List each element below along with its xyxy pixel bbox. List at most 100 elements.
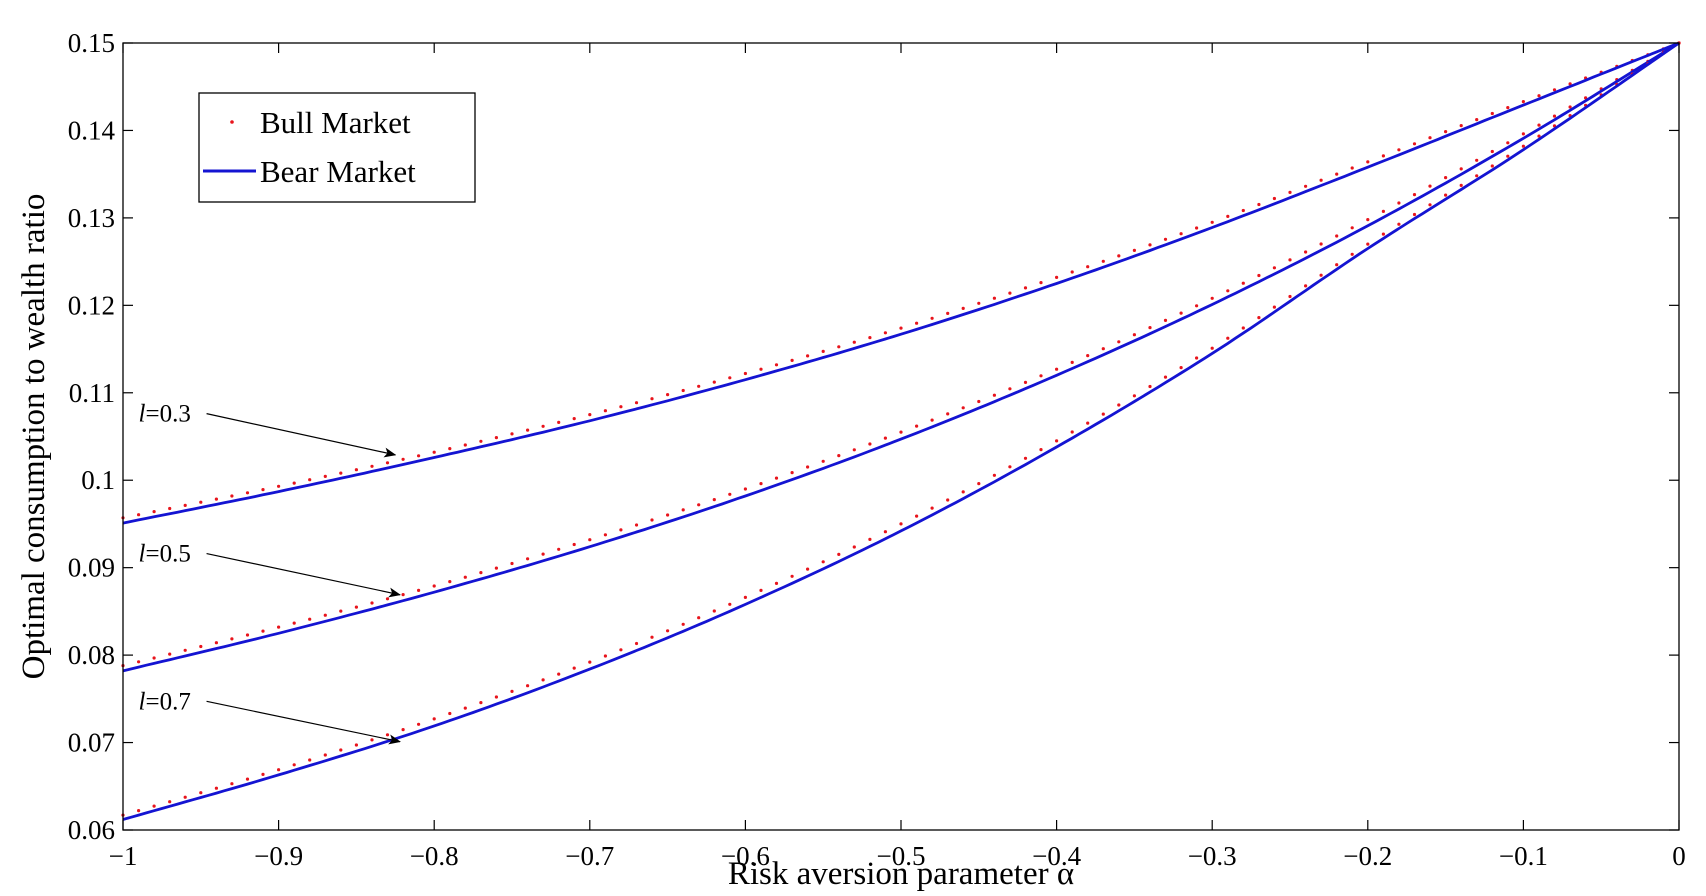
series-dot [977,482,981,486]
series-dot [1350,226,1354,230]
series-dot [494,436,498,440]
series-dot [1195,226,1199,230]
series-dot [1537,94,1541,98]
series-dot [1257,202,1261,207]
series-dot [588,538,592,542]
series-l03-bull-market [121,41,1681,520]
series-dot [1381,232,1385,236]
series-dot [292,481,296,485]
series-l05-bull-market [121,41,1681,668]
series-l05-bear-market [122,41,1680,673]
series-dot [572,417,576,421]
series-dot [1350,166,1354,170]
series-dot [1008,465,1012,469]
series-dot [1272,305,1276,309]
series-dot [230,637,234,641]
series-dot [261,629,265,633]
series-dot [1132,248,1136,252]
series-dot [681,508,685,512]
series-dot [1241,281,1245,285]
y-tick-label: 0.07 [68,728,115,758]
series-dot [354,605,358,609]
series-dot [697,616,701,620]
y-tick-label: 0.08 [68,640,115,670]
series-dot [852,545,856,549]
series-dot [1070,270,1074,274]
annotation-arrow [206,700,401,745]
legend-bear-market-label: Bear Market [260,154,416,189]
series-dot [821,349,825,353]
x-tick-label: −0.5 [877,841,926,871]
series-dot [1459,167,1463,171]
series-dot [759,588,763,593]
series-layer [121,41,1681,821]
series-dot [1428,184,1432,188]
series-dot [541,552,545,556]
series-dot [308,478,312,482]
series-dot [743,371,748,376]
series-dot [199,644,203,649]
x-tick-label: −0.7 [565,841,614,871]
series-dot [1241,208,1245,213]
series-dot [1475,174,1479,178]
y-tick-label: 0.12 [68,290,115,320]
y-tick-label: 0.13 [68,203,115,233]
series-dot [961,490,965,494]
series-dot [1350,252,1354,256]
series-dot [1444,176,1448,180]
series-dot [868,442,872,446]
series-dot [152,510,156,514]
series-dot [774,476,779,480]
series-dot [650,518,654,522]
x-tick-label: −1 [109,841,138,871]
series-dot [494,695,498,699]
series-dot [432,584,436,588]
series-dot [572,542,576,547]
series-dot [1444,130,1448,134]
series-dot [323,753,327,757]
series-dot [183,795,187,799]
series-dot [946,311,950,315]
curve-annotation-label: l=0.7 [139,688,191,715]
series-dot [1179,311,1183,315]
series-dot [1055,367,1059,371]
series-dot [1148,326,1152,330]
series-dot [1304,250,1308,254]
series-dot [899,522,903,526]
y-tick-label: 0.09 [68,553,115,583]
series-dot [1039,448,1043,452]
series-dot [588,413,592,417]
x-axis-title: Risk aversion parameter α [728,856,1074,892]
series-dot [1086,421,1090,425]
series-dot [1319,273,1323,277]
series-dot [1101,347,1105,351]
series-dot [666,629,670,633]
series-dot [308,758,312,762]
series-dot [1101,412,1105,416]
series-dot [261,488,265,492]
series-dot [915,321,919,325]
series-dot [339,748,343,752]
series-l07-bear-market [122,41,1680,821]
series-dot [370,738,374,742]
series-dot [806,567,810,571]
series-dot [1257,316,1261,320]
series-dot [774,363,779,367]
series-dot [137,809,141,813]
series-dot [183,648,187,652]
series-dot [230,494,234,498]
series-dot [1397,201,1401,205]
series-dot [619,528,623,532]
series-dot [821,459,825,463]
series-dot [479,701,483,705]
series-dot [759,367,763,371]
series-dot [961,406,965,410]
series-dot [385,597,390,601]
curve-annotation-label: l=0.5 [139,541,191,568]
series-dot [183,503,187,507]
series-dot [588,660,592,664]
series-dot [1506,154,1510,158]
series-dot [946,498,950,502]
series-dot [370,464,374,468]
